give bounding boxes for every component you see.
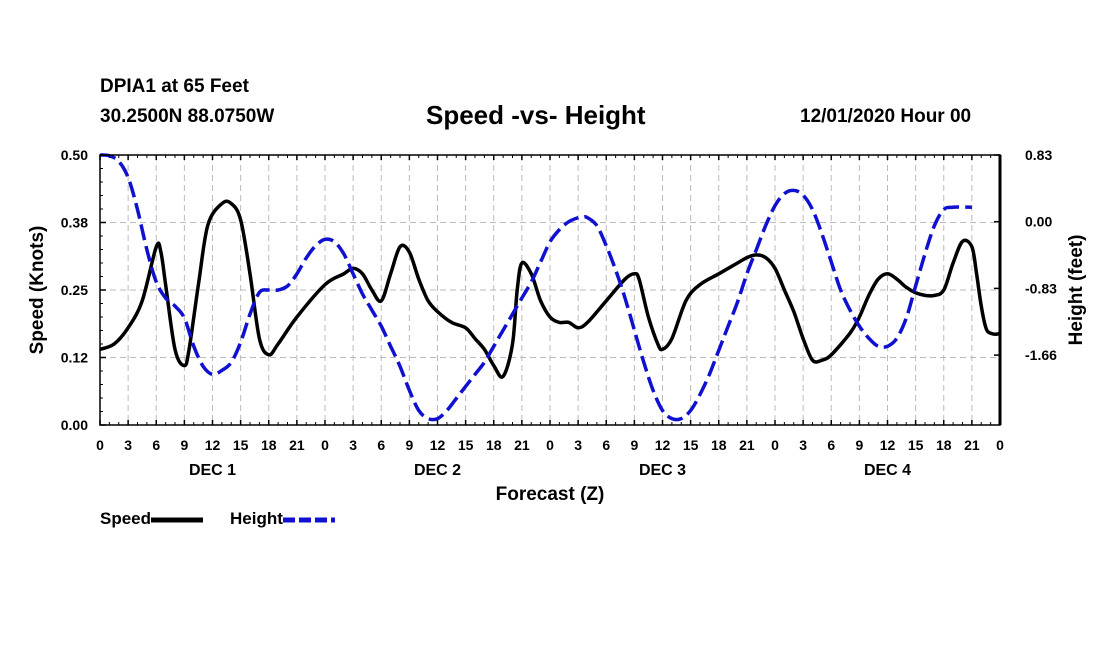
x-tick-label: 9 [405,437,413,453]
x-tick-label: 21 [289,437,305,453]
legend-height-label: Height [230,509,283,528]
x-tick-label: 18 [486,437,502,453]
legend-speed-swatch [151,517,204,523]
x-tick-label: 12 [880,437,896,453]
x-tick-label: 21 [964,437,980,453]
axes: 0 3 6 9 12 15 18 21 0 3 6 9 12 15 18 21 0 3 6 9 12 15 18 21 0 3 6 9… [61,147,1057,479]
legend-speed: Speed [100,508,204,530]
day-label: DEC 2 [414,462,461,479]
station-coords: 30.2500N 88.0750W [100,106,275,127]
station-name: DPIA1 at 65 Feet [100,76,249,97]
y-right-tick-label: -0.83 [1025,280,1057,296]
x-tick-label: 15 [908,437,924,453]
x-axis-label: Forecast (Z) [496,484,605,505]
y-left-tick-label: 0.25 [61,282,88,298]
x-tick-label: 3 [799,437,807,453]
x-tick-label: 21 [514,437,530,453]
x-tick-label: 15 [233,437,249,453]
x-tick-label: 12 [430,437,446,453]
y-right-tick-label: 0.00 [1025,214,1052,230]
legend-height: Height [230,508,335,530]
series-line-speed [100,199,1000,379]
x-tick-label: 15 [458,437,474,453]
x-tick-label: 15 [683,437,699,453]
x-tick-label: 9 [855,437,863,453]
y-left-tick-label: 0.50 [61,147,88,163]
x-tick-label: 0 [96,437,104,453]
y-left-tick-label: 0.12 [61,350,88,366]
day-label: DEC 3 [639,462,686,479]
legend-speed-label: Speed [100,509,152,528]
y-axis-left-label: Speed (Knots) [27,226,48,355]
chart-title: Speed -vs- Height [426,100,646,130]
y-left-tick-label: 0.38 [61,215,88,231]
x-tick-label: 0 [771,437,779,453]
x-tick-label: 12 [655,437,671,453]
y-left-tick-label: 0.00 [61,417,88,433]
x-tick-label: 21 [739,437,755,453]
y-right-tick-label: 0.83 [1025,147,1052,163]
x-tick-label: 12 [205,437,221,453]
x-tick-label: 6 [377,437,385,453]
day-label: DEC 4 [864,462,911,479]
run-time: 12/01/2020 Hour 00 [800,106,972,127]
x-tick-label: 9 [630,437,638,453]
x-tick-label: 0 [321,437,329,453]
x-tick-label: 3 [124,437,132,453]
series-line-height [100,153,972,422]
series-layer [100,153,1000,422]
legend-height-swatch [282,517,335,523]
x-tick-label: 18 [711,437,727,453]
x-tick-label: 3 [349,437,357,453]
y-right-tick-label: -1.66 [1025,347,1057,363]
grid [100,155,1000,425]
day-label: DEC 1 [189,462,236,479]
x-tick-label: 6 [152,437,160,453]
x-tick-label: 18 [936,437,952,453]
x-tick-label: 9 [180,437,188,453]
x-tick-label: 0 [546,437,554,453]
x-tick-label: 18 [261,437,277,453]
x-tick-label: 6 [827,437,835,453]
x-tick-label: 0 [996,437,1004,453]
x-tick-label: 3 [574,437,582,453]
x-tick-label: 6 [602,437,610,453]
y-axis-right-label: Height (feet) [1066,235,1087,346]
